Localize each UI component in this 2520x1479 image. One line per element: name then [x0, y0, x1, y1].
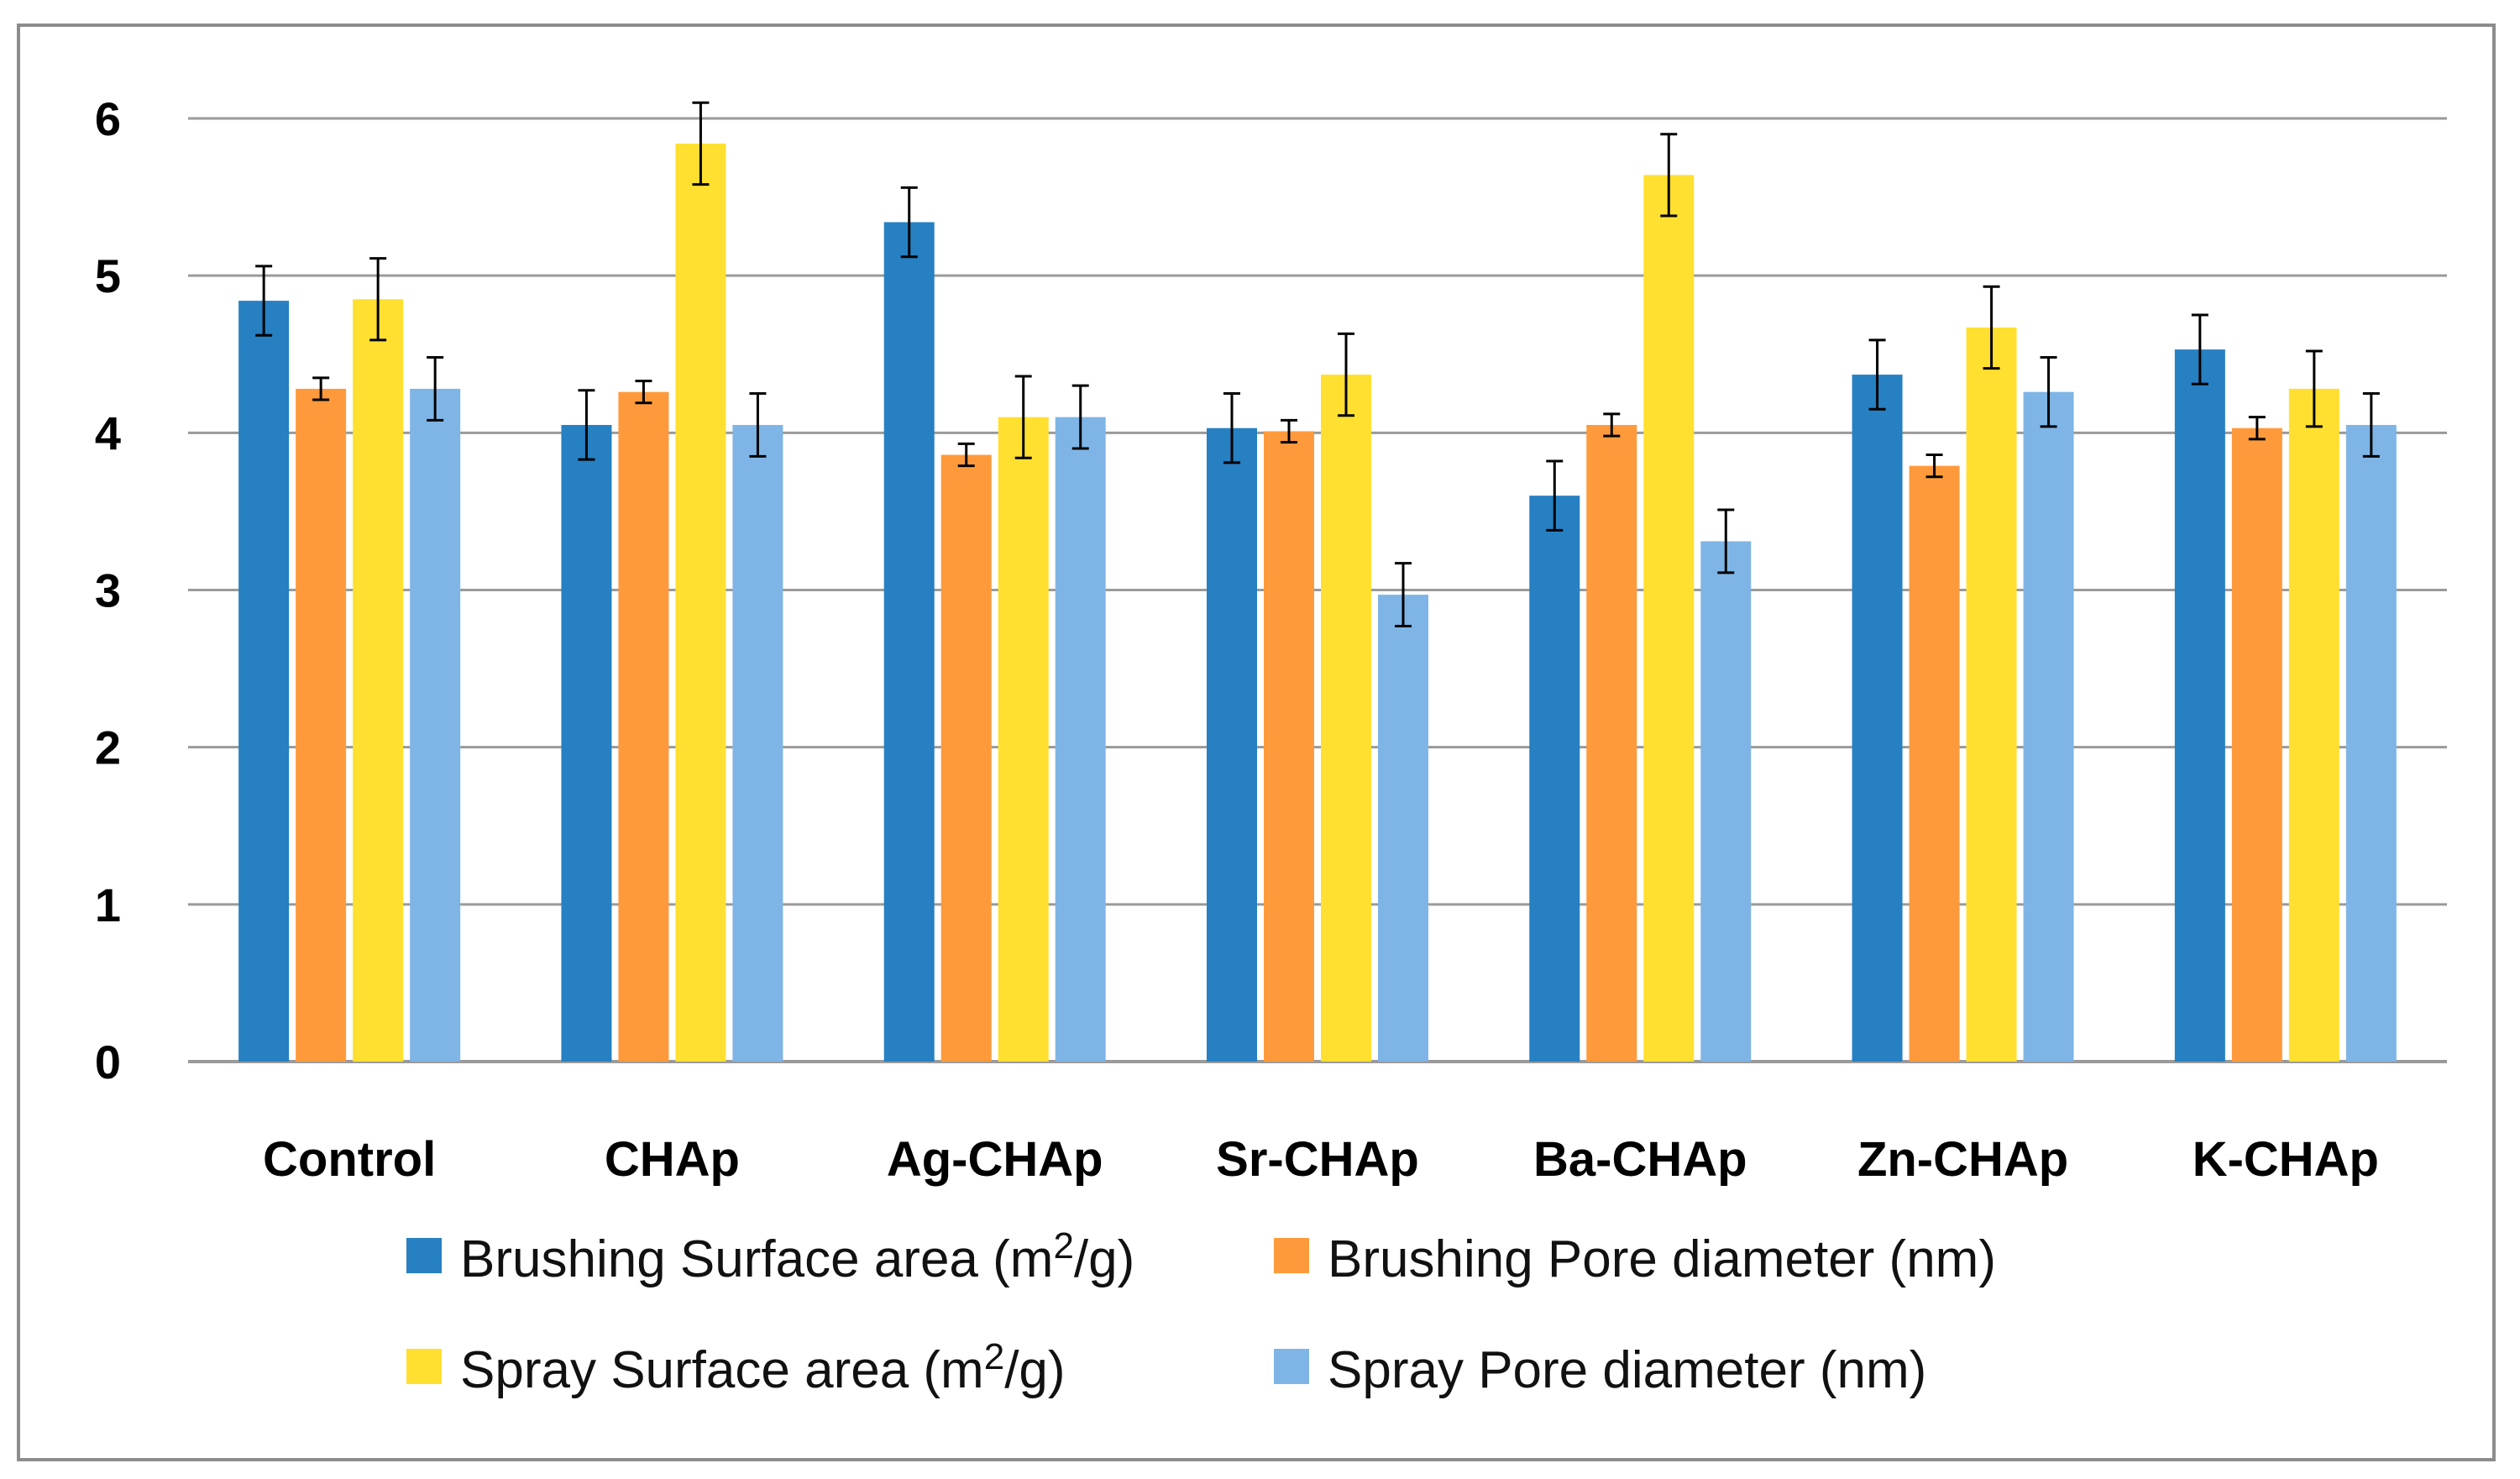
y-tick-label: 0: [95, 1036, 121, 1088]
bar-chap-series-4: [732, 424, 783, 1062]
error-bar: [427, 355, 444, 422]
bar-control-series-2: [296, 388, 347, 1062]
error-bar: [1983, 285, 2000, 370]
legend-item: Spray Surface area (m2/g): [406, 1336, 1066, 1399]
bar-k-chap-series-2: [2231, 427, 2282, 1062]
error-bar: [1660, 133, 1678, 218]
error-bar: [2040, 355, 2057, 428]
bar-chap-series-3: [675, 143, 726, 1062]
legend-item: Spray Pore diameter (nm): [1274, 1341, 1926, 1399]
legend-swatch: [406, 1349, 442, 1384]
legend: Brushing Surface area (m2/g) Brushing Por…: [406, 1225, 1996, 1399]
bar-k-chap-series-3: [2288, 388, 2339, 1062]
bar-sr-chap-series-4: [1378, 595, 1428, 1062]
bar-sr-chap-series-3: [1321, 375, 1371, 1062]
bar-chap-series-1: [561, 424, 612, 1062]
error-bar: [1603, 412, 1621, 438]
error-bar: [1925, 454, 1943, 479]
bar-control-series-3: [353, 299, 404, 1062]
bar-control-series-4: [410, 388, 461, 1062]
x-category-label: CHAp: [605, 1132, 740, 1187]
bars: [238, 143, 2397, 1062]
error-bar: [255, 265, 273, 337]
legend-swatch: [406, 1238, 442, 1273]
x-category-label: Zn-CHAp: [1857, 1132, 2068, 1187]
error-bar: [312, 376, 330, 401]
error-bar: [692, 101, 710, 186]
x-category-label: Control: [263, 1132, 436, 1187]
bar-k-chap-series-4: [2345, 424, 2397, 1062]
y-axis-ticks: 0 1 2 3 4 5 6: [95, 92, 121, 1088]
legend-item: Brushing Surface area (m2/g): [406, 1225, 1134, 1288]
legend-label: Brushing Pore diameter (nm): [1328, 1230, 1996, 1288]
bar-ag-chap-series-3: [998, 417, 1049, 1062]
bar-ba-chap-series-1: [1529, 496, 1580, 1062]
y-tick-label: 3: [95, 564, 121, 617]
error-bar: [1717, 508, 1735, 574]
legend-swatch: [1274, 1349, 1309, 1384]
x-category-label: Sr-CHAp: [1216, 1132, 1419, 1187]
bar-chap-series-2: [618, 391, 669, 1062]
y-tick-label: 2: [95, 721, 121, 774]
bar-ba-chap-series-2: [1586, 424, 1637, 1062]
bar-zn-chap-series-4: [2023, 391, 2074, 1062]
bar-ba-chap-series-4: [1700, 541, 1752, 1062]
error-bar: [1546, 459, 1564, 532]
error-bars: [255, 101, 2380, 628]
bar-sr-chap-series-2: [1264, 431, 1314, 1062]
y-tick-label: 5: [95, 249, 121, 302]
bar-k-chap-series-1: [2174, 349, 2225, 1062]
bar-zn-chap-series-3: [1966, 327, 2017, 1062]
error-bar: [1071, 384, 1089, 450]
x-category-label: Ba-CHAp: [1533, 1132, 1747, 1187]
bar-chart: 0 1 2 3 4 5 6 Control CHAp Ag-CHAp Sr-CHAp Ba-CHAp…: [95, 92, 2447, 1399]
bar-ag-chap-series-1: [883, 222, 935, 1062]
error-bar: [749, 392, 767, 458]
error-bar: [1281, 418, 1297, 444]
chart-frame: 0 1 2 3 4 5 6 Control CHAp Ag-CHAp Sr-CHAp Ba-CHAp…: [17, 24, 2496, 1461]
error-bar: [2362, 392, 2380, 458]
error-bar: [1223, 392, 1240, 464]
x-axis-categories: Control CHAp Ag-CHAp Sr-CHAp Ba-CHAp Zn-CHAp K…: [263, 1132, 2379, 1187]
bar-zn-chap-series-1: [1852, 375, 1903, 1062]
bar-zn-chap-series-2: [1909, 465, 1960, 1062]
error-bar: [2305, 349, 2323, 428]
error-bar: [2248, 416, 2266, 441]
error-bar: [900, 186, 918, 259]
error-bar: [2191, 313, 2208, 385]
bar-ag-chap-series-4: [1055, 417, 1106, 1062]
legend-label: Brushing Surface area (m2/g): [460, 1225, 1134, 1288]
error-bar: [369, 257, 387, 342]
error-bar: [1868, 338, 1886, 411]
legend-label: Spray Pore diameter (nm): [1328, 1341, 1926, 1399]
bar-sr-chap-series-1: [1207, 427, 1257, 1062]
bar-ag-chap-series-2: [940, 454, 992, 1062]
error-bar: [1338, 332, 1354, 417]
error-bar: [578, 389, 595, 461]
y-tick-label: 6: [95, 92, 121, 145]
gridlines: [188, 117, 2447, 1063]
y-tick-label: 1: [95, 878, 121, 931]
error-bar: [635, 380, 652, 405]
error-bar: [1014, 375, 1032, 459]
error-bar: [1395, 562, 1412, 628]
bar-control-series-1: [238, 301, 290, 1062]
x-category-label: Ag-CHAp: [887, 1132, 1103, 1187]
legend-label: Spray Surface area (m2/g): [460, 1336, 1066, 1399]
y-tick-label: 4: [95, 406, 121, 459]
error-bar: [957, 442, 975, 468]
legend-item: Brushing Pore diameter (nm): [1274, 1230, 1996, 1288]
x-category-label: K-CHAp: [2193, 1132, 2379, 1187]
legend-swatch: [1274, 1238, 1309, 1273]
bar-ba-chap-series-3: [1643, 175, 1695, 1062]
